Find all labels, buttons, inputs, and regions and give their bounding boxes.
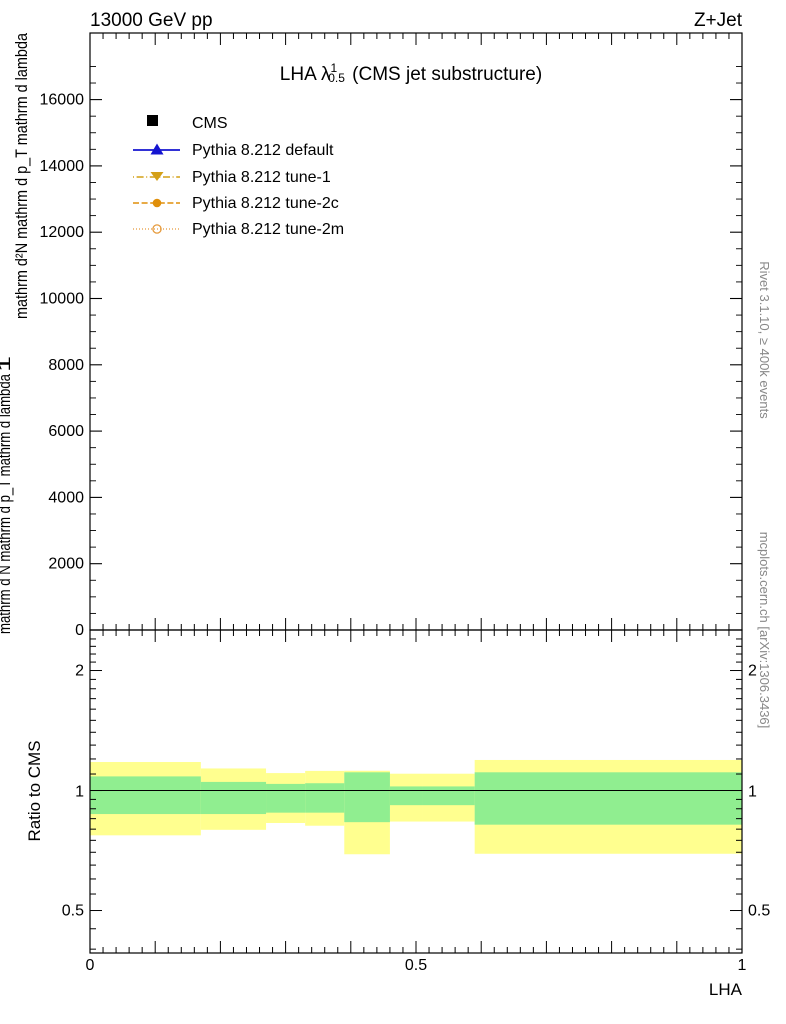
svg-text:Z+Jet: Z+Jet xyxy=(694,10,743,31)
svg-text:10000: 10000 xyxy=(40,291,85,308)
svg-text:12000: 12000 xyxy=(40,224,85,241)
svg-text:0: 0 xyxy=(86,957,95,974)
svg-text:1: 1 xyxy=(0,356,14,372)
svg-text:0.5: 0.5 xyxy=(748,903,770,920)
svg-text:8000: 8000 xyxy=(48,357,84,374)
svg-text:0.5: 0.5 xyxy=(405,957,427,974)
svg-text:Pythia 8.212 default: Pythia 8.212 default xyxy=(192,142,334,159)
svg-text:2: 2 xyxy=(75,663,84,680)
svg-text:4000: 4000 xyxy=(48,489,84,506)
svg-text:0.5: 0.5 xyxy=(62,903,84,920)
svg-text:1: 1 xyxy=(738,957,747,974)
svg-text:mathrm d N mathrm d p_T mathrm: mathrm d N mathrm d p_T mathrm d lambda xyxy=(0,374,14,634)
svg-text:16000: 16000 xyxy=(40,92,85,109)
svg-text:mathrm d²N mathrm d p_T mathrm: mathrm d²N mathrm d p_T mathrm d lambda xyxy=(12,33,31,319)
svg-text:LHA λ10.5 (CMS jet substructur: LHA λ1 0.5 (CMS jet substructure) xyxy=(280,61,542,85)
svg-text:2000: 2000 xyxy=(48,556,84,573)
svg-text:Rivet 3.1.10, ≥ 400k events: Rivet 3.1.10, ≥ 400k events xyxy=(757,261,772,419)
svg-text:13000 GeV pp: 13000 GeV pp xyxy=(90,10,213,31)
svg-text:Pythia 8.212 tune-2c: Pythia 8.212 tune-2c xyxy=(192,195,339,212)
svg-text:Pythia 8.212 tune-1: Pythia 8.212 tune-1 xyxy=(192,169,331,186)
svg-text:2: 2 xyxy=(748,663,757,680)
svg-text:1: 1 xyxy=(75,784,84,801)
svg-text:Pythia 8.212 tune-2m: Pythia 8.212 tune-2m xyxy=(192,221,344,238)
svg-text:0: 0 xyxy=(75,622,84,639)
svg-text:CMS: CMS xyxy=(192,115,228,132)
svg-text:6000: 6000 xyxy=(48,423,84,440)
svg-text:14000: 14000 xyxy=(40,158,85,175)
svg-text:Ratio to CMS: Ratio to CMS xyxy=(25,740,44,841)
svg-text:1: 1 xyxy=(748,784,757,801)
svg-text:mcplots.cern.ch [arXiv:1306.34: mcplots.cern.ch [arXiv:1306.3436] xyxy=(757,532,772,729)
svg-text:LHA: LHA xyxy=(709,980,743,999)
